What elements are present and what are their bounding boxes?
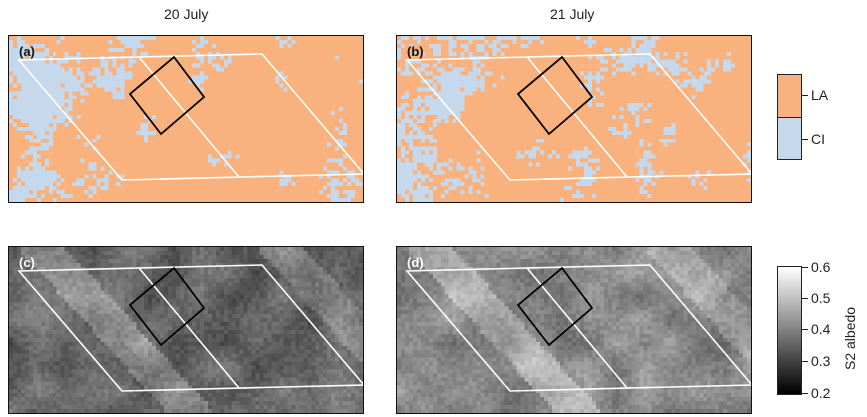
panel-label-b: (b) xyxy=(407,44,424,59)
colorbar-gradient xyxy=(777,266,802,395)
legend-label-la: LA xyxy=(811,87,829,103)
region-outline xyxy=(17,53,363,181)
column-title-left: 20 July xyxy=(164,6,209,22)
panel-label-a: (a) xyxy=(19,44,35,59)
region-outline xyxy=(17,264,363,392)
colorbar-tick-label-4: 0.2 xyxy=(811,385,831,401)
colorbar-tick-4 xyxy=(802,393,808,395)
outline-overlay xyxy=(405,53,751,181)
panel-a: (a) xyxy=(8,35,364,203)
panel-c: (c) xyxy=(8,246,364,414)
region-divider xyxy=(138,56,240,178)
colorbar-tick-1 xyxy=(802,298,808,300)
region-outline xyxy=(405,53,751,181)
legend-swatch-la xyxy=(777,74,802,118)
colorbar-tick-label-2: 0.4 xyxy=(811,321,831,337)
colorbar-tick-2 xyxy=(802,329,808,331)
legend-swatch-ci xyxy=(777,117,802,160)
colorbar-tick-label-1: 0.5 xyxy=(811,290,831,306)
colorbar-tick-label-0: 0.6 xyxy=(811,259,831,275)
legend-tick-la xyxy=(802,95,808,97)
focus-square xyxy=(516,55,594,136)
outline-overlay xyxy=(17,264,363,392)
focus-square xyxy=(128,55,206,136)
colorbar-tick-3 xyxy=(802,361,808,363)
region-divider xyxy=(138,267,240,389)
outline-overlay xyxy=(405,264,751,392)
panel-d: (d) xyxy=(396,246,752,414)
region-divider xyxy=(526,267,628,389)
classification-map-21-july xyxy=(397,36,751,202)
panel-label-d: (d) xyxy=(407,255,424,270)
legend-label-ci: CI xyxy=(811,131,825,147)
classification-map-20-july xyxy=(9,36,363,202)
region-outline xyxy=(405,264,751,392)
colorbar-tick-label-3: 0.3 xyxy=(811,353,831,369)
focus-square xyxy=(516,266,594,347)
panel-label-c: (c) xyxy=(19,255,35,270)
focus-square xyxy=(128,266,206,347)
colorbar-title: S2 albedo xyxy=(842,306,858,370)
column-title-right: 21 July xyxy=(550,6,595,22)
panel-b: (b) xyxy=(396,35,752,203)
colorbar-tick-0 xyxy=(802,267,808,269)
legend-tick-ci xyxy=(802,139,808,141)
outline-overlay xyxy=(17,53,363,181)
albedo-map-20-july xyxy=(9,247,363,413)
region-divider xyxy=(526,56,628,178)
albedo-map-21-july xyxy=(397,247,751,413)
